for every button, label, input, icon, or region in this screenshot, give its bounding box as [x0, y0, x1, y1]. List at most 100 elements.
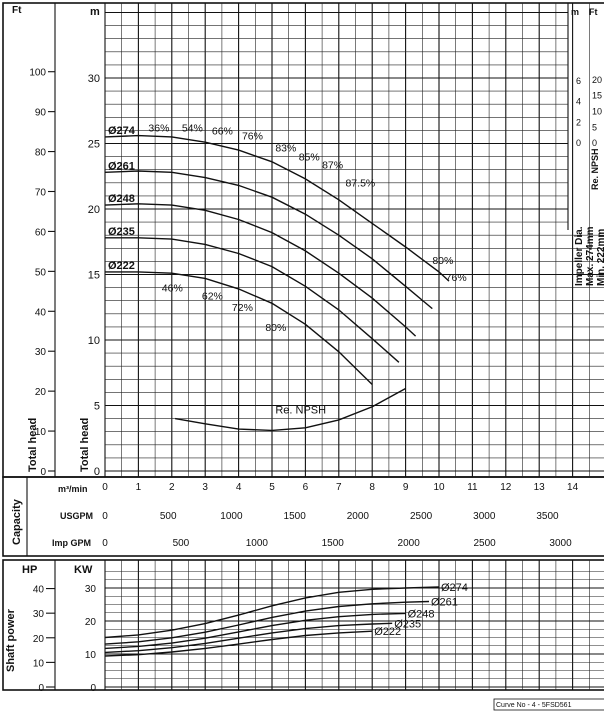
npsh-ft-tick-label: 5 [592, 122, 597, 132]
power-curve-label-248: Ø248 [408, 608, 435, 620]
kw-tick-label: 30 [85, 584, 97, 595]
usgpm-tick-label: 2000 [347, 511, 370, 522]
efficiency-label: 76% [446, 272, 467, 284]
impgpm-tick-label: 500 [173, 538, 190, 549]
power-curve-label-274: Ø274 [441, 582, 468, 594]
head-curve-label-235: Ø235 [108, 226, 135, 238]
efficiency-label: 46% [162, 283, 183, 295]
head-grid [104, 3, 604, 477]
m3min-tick-label: 12 [500, 482, 512, 493]
power-panel-frame [2, 559, 604, 691]
npsh-m-tick-label: 2 [576, 117, 581, 127]
impeller-note-line1: Impeller Dia. [574, 226, 585, 286]
ft-tick-label: 30 [35, 347, 47, 358]
curve-number: Curve No - 4 - 5FSD561 [496, 702, 572, 709]
efficiency-label: 85% [299, 152, 320, 164]
head-curve-label-248: Ø248 [108, 193, 135, 205]
shaft-power-title: Shaft power [5, 608, 17, 672]
impgpm-tick-label: 1500 [322, 538, 345, 549]
efficiency-label: 72% [232, 302, 253, 314]
m3min-tick-label: 14 [567, 482, 579, 493]
m-tick-label: 25 [88, 139, 100, 151]
npsh-ft-tick-label: 10 [592, 106, 602, 116]
capacity-title: Capacity [11, 498, 23, 545]
efficiency-label: 36% [148, 123, 169, 135]
kw-tick-label: 10 [85, 650, 97, 661]
m3min-tick-label: 13 [534, 482, 546, 493]
efficiency-labels: 36% 54% 66% 76% 83%85%87%87.5% 80% 76% 46% 62% 72… [148, 123, 466, 334]
m-tick-label: 0 [94, 466, 100, 478]
kw-tick-label: 20 [85, 617, 97, 628]
kw-tick-label: 0 [90, 683, 96, 694]
m3min-tick-label: 1 [136, 482, 142, 493]
usgpm-row-label: USGPM [60, 511, 93, 521]
m-tick-label: 15 [88, 270, 100, 282]
impeller-note-line3: Min. 222mm [596, 229, 604, 286]
impgpm-tick-label: 1000 [246, 538, 269, 549]
hp-tick-label: 10 [33, 658, 45, 669]
ft-tick-label: 10 [35, 427, 47, 438]
impgpm-tick-label: 3000 [549, 538, 572, 549]
head-curve-274 [104, 134, 450, 282]
total-head-m-title: Total head [79, 418, 91, 472]
impgpm-tick-label: 2000 [398, 538, 421, 549]
hp-unit-label: HP [22, 564, 37, 576]
head-curve-248 [104, 203, 417, 337]
m-unit-label: m [90, 6, 100, 18]
m3min-tick-label: 4 [236, 482, 242, 493]
m-tick-label: 5 [94, 401, 100, 413]
impgpm-tick-label: 0 [102, 538, 108, 549]
m3min-tick-label: 2 [169, 482, 175, 493]
npsh-m-tick-label: 4 [576, 97, 581, 107]
usgpm-tick-label: 0 [102, 511, 108, 522]
ft-tick-label: 100 [29, 68, 46, 79]
usgpm-tick-label: 1000 [220, 511, 243, 522]
power-curve-274 [104, 586, 440, 639]
npsh-ft-unit-label: Ft [589, 7, 598, 17]
power-curve-235 [104, 622, 393, 654]
head-curves: Ø274 Ø261 Ø248 Ø235 Ø222 Re. NPSH [104, 125, 450, 432]
npsh-curve-label: Re. NPSH [275, 404, 326, 416]
efficiency-label: 83% [275, 142, 296, 154]
npsh-ft-tick-label: 0 [592, 138, 597, 148]
usgpm-tick-label: 3500 [536, 511, 559, 522]
capacity-panel-frame [2, 476, 604, 557]
power-curve-248 [104, 612, 406, 650]
m-tick-label: 30 [88, 73, 100, 85]
efficiency-label: 80% [265, 322, 286, 334]
ft-tick-label: 90 [35, 108, 47, 119]
m3min-tick-label: 11 [467, 482, 478, 493]
head-curve-261 [104, 170, 433, 310]
efficiency-label: 87.5% [345, 178, 375, 190]
tick-labels: 1009080706050403020100302520151050642020… [29, 68, 602, 694]
hp-tick-label: 40 [33, 585, 45, 596]
hp-tick-label: 0 [38, 683, 44, 694]
efficiency-label: 54% [182, 123, 203, 135]
m3min-tick-label: 3 [202, 482, 208, 493]
usgpm-tick-label: 3000 [473, 511, 496, 522]
head-curve-label-261: Ø261 [108, 160, 135, 172]
ft-tick-label: 60 [35, 227, 47, 238]
ft-tick-label: 70 [35, 187, 47, 198]
m3min-tick-label: 9 [403, 482, 409, 493]
impgpm-row-label: Imp GPM [52, 538, 91, 548]
curve-number-box [493, 698, 604, 711]
npsh-axis-title: Re. NPSH [590, 148, 600, 190]
power-curve-label-235: Ø235 [394, 618, 421, 630]
ft-tick-label: 80 [35, 148, 47, 159]
m3min-tick-label: 0 [102, 482, 108, 493]
usgpm-tick-label: 500 [160, 511, 177, 522]
ft-tick-label: 50 [35, 267, 47, 278]
efficiency-label: 87% [322, 159, 343, 171]
power-curve-261 [104, 600, 430, 645]
npsh-ft-tick-label: 15 [592, 91, 602, 101]
head-curve-222 [105, 271, 373, 386]
efficiency-label: 66% [212, 125, 233, 137]
power-curve-222 [104, 630, 373, 657]
m3min-tick-label: 5 [269, 482, 275, 493]
kw-unit-label: KW [74, 564, 93, 576]
m3min-tick-label: 7 [336, 482, 342, 493]
efficiency-label: 76% [242, 131, 263, 143]
usgpm-tick-label: 1500 [284, 511, 307, 522]
